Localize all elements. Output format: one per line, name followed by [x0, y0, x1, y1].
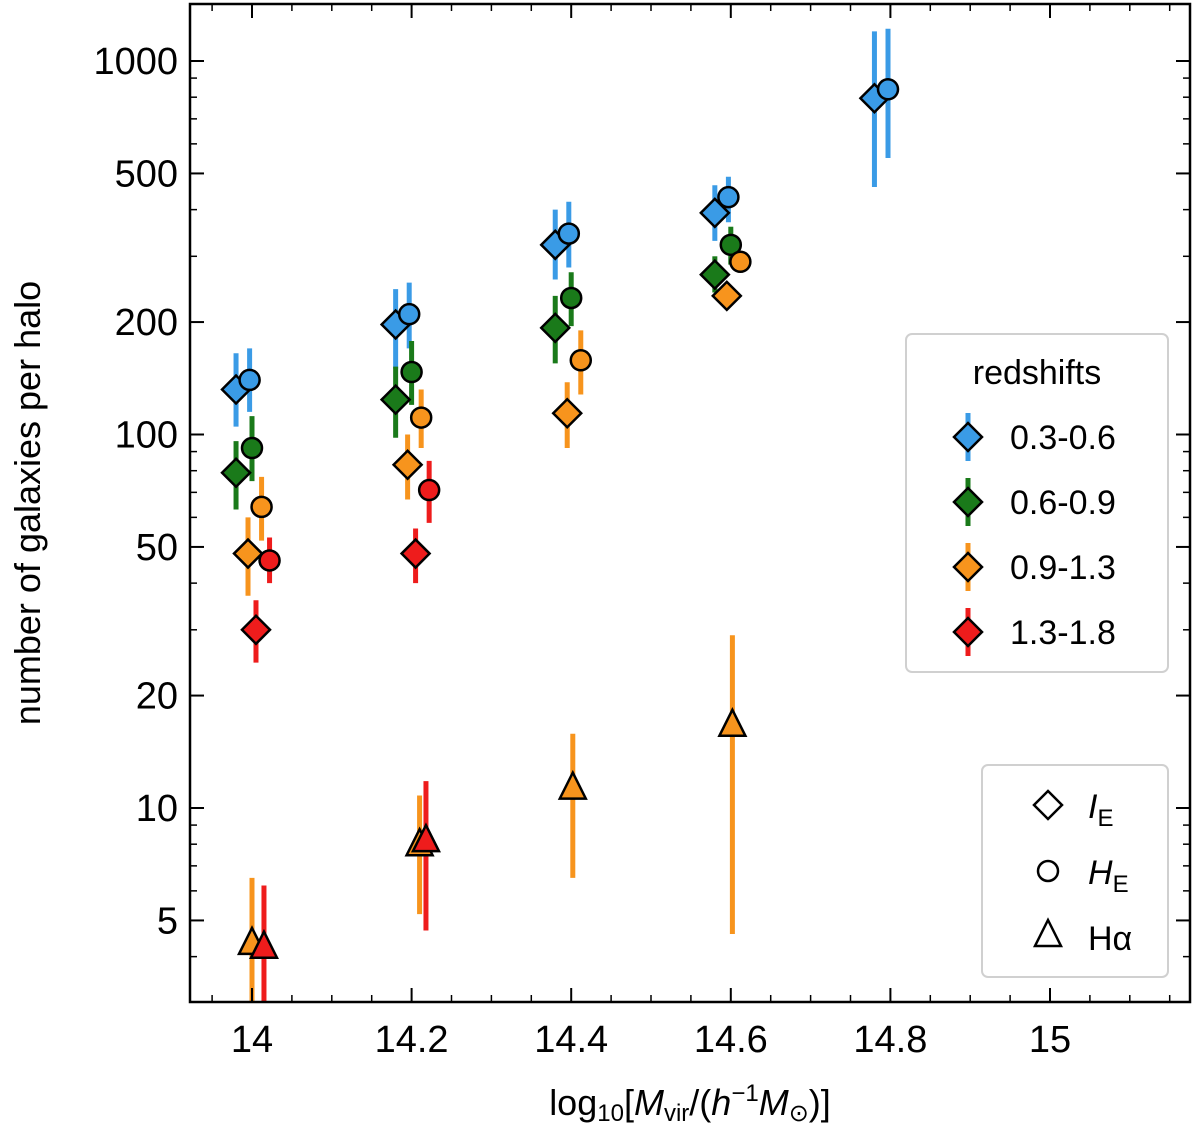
x-tick-label: 15	[1029, 1019, 1071, 1061]
redshift-legend-box	[905, 333, 1169, 673]
y-tick-label: 50	[136, 527, 178, 569]
errorbars	[233, 28, 891, 1002]
redshift-legend: redshifts 0.3-0.6 0.6-0.9 0.9-1.3 1.3-1.8	[905, 333, 1169, 673]
y-tick-label: 10	[136, 788, 178, 830]
data-point-circle	[240, 436, 264, 460]
data-point-triangle	[557, 769, 588, 800]
legend-diamond-marker	[952, 551, 984, 583]
data-point-circle	[559, 286, 583, 310]
x-tick-label: 14.8	[853, 1019, 927, 1061]
data-point-circle	[250, 495, 273, 519]
plot-frame	[188, 2, 1192, 1004]
data-point-circle	[719, 233, 743, 257]
data-point-diamond	[539, 312, 572, 344]
data-point-triangle	[717, 706, 748, 738]
data-point-diamond	[551, 397, 583, 430]
data-point-circle	[238, 368, 261, 392]
data-point-circle	[258, 549, 281, 572]
legend-diamond-marker	[952, 616, 984, 648]
y-axis-label: number of galaxies per halo	[7, 281, 48, 725]
y-tick-label: 20	[136, 676, 178, 718]
marker-legend-label: HE	[1088, 854, 1129, 898]
data-point-diamond	[391, 448, 424, 481]
data-point-diamond	[399, 537, 432, 570]
redshift-legend-label: 1.3-1.8	[1010, 614, 1116, 652]
marker-legend-label: Hα	[1088, 920, 1132, 958]
data-point-circle	[397, 302, 421, 326]
legend-diamond-marker	[952, 486, 984, 518]
legend-diamond-marker	[952, 421, 984, 453]
marker-legend-label: IE	[1088, 788, 1113, 832]
x-axis-label: log10[Mvir/(h−1M⊙)]	[549, 1080, 831, 1127]
marker-legend: IE HE Hα	[981, 764, 1169, 978]
redshift-legend-title: redshifts	[973, 354, 1102, 392]
data-point-circle	[729, 250, 752, 274]
data-point-diamond	[232, 537, 264, 570]
x-tick-label: 14.6	[694, 1019, 768, 1061]
data-point-diamond	[711, 280, 743, 312]
redshift-legend-label: 0.9-1.3	[1010, 549, 1116, 587]
y-tick-label: 5	[157, 900, 178, 942]
data-point-diamond	[220, 456, 252, 489]
data-point-circle	[569, 349, 593, 372]
redshift-legend-label: 0.3-0.6	[1010, 419, 1116, 457]
data-point-circle	[409, 406, 433, 429]
data-point-circle	[717, 185, 740, 209]
data-point-circle	[557, 222, 581, 245]
y-tick-label: 1000	[93, 41, 178, 83]
legend-triangle-marker	[1032, 917, 1064, 948]
data-point-circle	[876, 78, 900, 101]
data-point-diamond	[379, 383, 412, 416]
data-point-diamond	[699, 258, 731, 291]
y-tick-label: 100	[115, 415, 178, 457]
redshift-legend-label: 0.6-0.9	[1010, 484, 1116, 522]
x-tick-label: 14.2	[375, 1019, 449, 1061]
y-tick-label: 200	[115, 302, 178, 344]
x-tick-label: 14.4	[534, 1019, 608, 1061]
ticks: 14 14.2 14.4 14.6 14.8 15 5 10 20 50 100 200 500 1000	[93, 4, 1190, 1061]
markers	[220, 78, 900, 959]
data-point-triangle	[410, 822, 441, 853]
y-tick-label: 500	[115, 153, 178, 195]
data-point-diamond	[240, 614, 272, 646]
data-point-circle	[417, 478, 441, 502]
legend-circle-marker	[1036, 859, 1060, 883]
data-point-triangle	[248, 928, 279, 959]
data-point-circle	[400, 360, 423, 384]
x-tick-label: 14	[231, 1019, 273, 1061]
legend-diamond-marker	[1032, 789, 1064, 821]
marker-legend-box	[981, 764, 1169, 978]
